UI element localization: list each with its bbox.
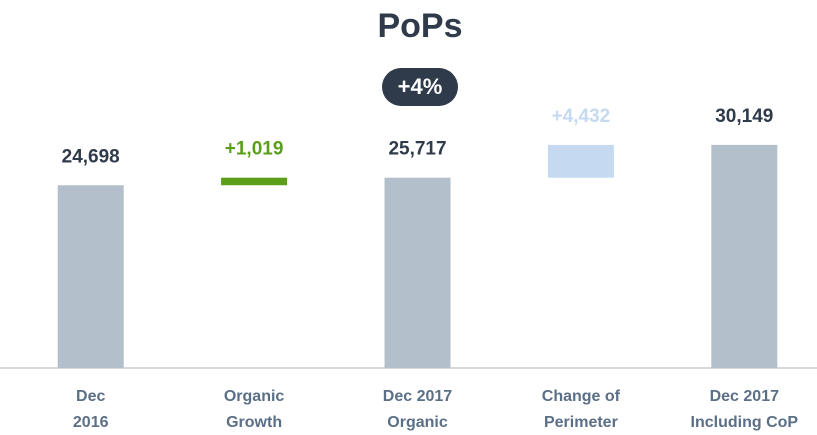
x-tick-label: Dec <box>76 388 105 405</box>
value-label: +1,019 <box>225 139 284 160</box>
x-tick-label: Change of <box>542 388 621 405</box>
x-tick-label: Dec 2017 <box>710 388 779 405</box>
bar <box>221 177 288 186</box>
x-tick-label: 2016 <box>73 414 109 431</box>
x-tick-label: Including CoP <box>691 414 799 431</box>
x-tick-label: Dec 2017 <box>383 388 452 405</box>
annotation-badge <box>382 68 458 106</box>
bar <box>547 144 614 178</box>
chart-title: PoPs <box>377 7 462 45</box>
value-label: 24,698 <box>62 146 120 167</box>
bar <box>384 177 451 368</box>
value-label: +4,432 <box>552 106 611 127</box>
bar <box>711 144 778 368</box>
x-tick-label: Growth <box>226 414 282 431</box>
x-tick-label: Organic <box>224 388 285 405</box>
value-label: 30,149 <box>715 106 773 127</box>
bar <box>57 185 124 368</box>
value-label: 25,717 <box>388 139 446 160</box>
annotation: +4% <box>398 74 443 99</box>
x-tick-label: Perimeter <box>544 414 618 431</box>
x-tick-label: Organic <box>387 414 448 431</box>
